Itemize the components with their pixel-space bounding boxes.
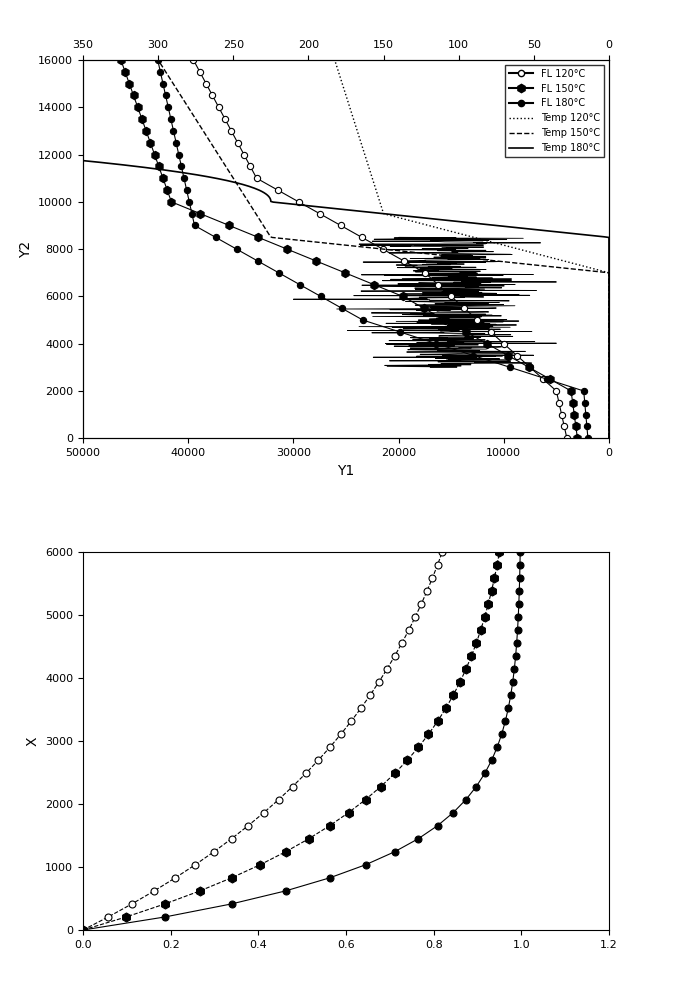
Legend: FL 120°C, FL 150°C, FL 180°C, Temp 120°C, Temp 150°C, Temp 180°C: FL 120°C, FL 150°C, FL 180°C, Temp 120°C… <box>505 65 604 157</box>
Y-axis label: X: X <box>26 736 39 746</box>
X-axis label: Y1: Y1 <box>338 464 354 478</box>
Y-axis label: Y2: Y2 <box>19 241 33 258</box>
